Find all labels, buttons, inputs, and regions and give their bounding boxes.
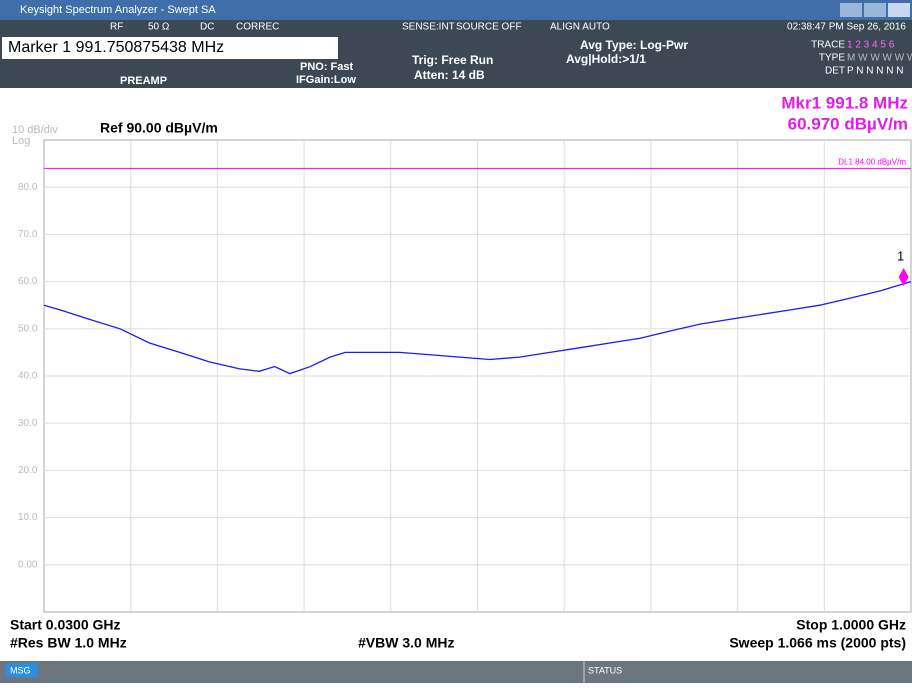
avg-hold: Avg|Hold:>1/1 <box>566 52 646 66</box>
msg-box <box>6 663 38 677</box>
atten: Atten: 14 dB <box>414 68 485 82</box>
avg-type: Avg Type: Log-Pwr <box>580 38 688 52</box>
msg: MSG <box>10 665 31 675</box>
ifgain: IFGain:Low <box>296 74 356 86</box>
trace-label: TRACE <box>811 40 845 51</box>
vbw: #VBW 3.0 MHz <box>358 635 454 651</box>
close[interactable] <box>888 3 910 17</box>
status-row <box>0 20 912 34</box>
pno: PNO: Fast <box>300 61 354 73</box>
status-item: 50 Ω <box>148 22 170 33</box>
y-tick-label: 0.00 <box>18 559 38 570</box>
type-values: M W W W W W <box>847 53 912 64</box>
marker-level: 60.970 dBµV/m <box>788 114 908 133</box>
status-item: RF <box>110 22 123 33</box>
preamp: PREAMP <box>120 75 167 87</box>
status-item: 02:38:47 PM Sep 26, 2016 <box>787 22 906 33</box>
minimize[interactable] <box>840 3 862 17</box>
scale-type: Log <box>12 135 30 147</box>
marker <box>898 268 909 287</box>
y-tick-label: 50.0 <box>18 323 38 334</box>
start-frequency: Start 0.0300 GHz <box>10 617 121 633</box>
res-bw: #Res BW 1.0 MHz <box>10 635 127 651</box>
status-item: SOURCE OFF <box>456 22 522 33</box>
title-bar <box>0 0 912 20</box>
status-item: CORREC <box>236 22 279 33</box>
marker-box <box>2 37 338 59</box>
det-label: DET <box>825 66 845 77</box>
status-item: DC <box>200 22 214 33</box>
status-item: ALIGN AUTO <box>550 22 610 33</box>
status: STATUS <box>588 665 622 675</box>
marker-entry: Marker 1 991.750875438 MHz <box>8 39 224 56</box>
y-tick-label: 60.0 <box>18 276 38 287</box>
stop-frequency: Stop 1.0000 GHz <box>796 617 906 633</box>
reference-level: Ref 90.00 dBµV/m <box>100 120 218 136</box>
maximize[interactable] <box>864 3 886 17</box>
sweep: Sweep 1.066 ms (2000 pts) <box>729 635 906 651</box>
y-tick-label: 80.0 <box>18 182 38 193</box>
trace-numbers: 1 2 3 4 5 6 <box>847 40 895 51</box>
window-title: Keysight Spectrum Analyzer - Swept SA <box>20 4 216 16</box>
marker-frequency: Mkr1 991.8 MHz <box>781 93 908 112</box>
type-label: TYPE <box>819 53 845 64</box>
trig: Trig: Free Run <box>412 53 493 67</box>
y-tick-label: 20.0 <box>18 465 38 476</box>
trace <box>43 280 912 375</box>
status-item: SENSE:INT <box>402 22 455 33</box>
marker-label: 1 <box>897 248 904 263</box>
y-tick-label: 10.0 <box>18 512 38 523</box>
message-bar <box>0 661 912 683</box>
det-values: P N N N N N <box>847 66 904 77</box>
y-tick-label: 40.0 <box>18 371 38 382</box>
y-tick-label: 70.0 <box>18 229 38 240</box>
display-line-label: DL1 84.00 dBµV/m <box>838 157 906 166</box>
y-tick-label: 30.0 <box>18 418 38 429</box>
scale: 10 dB/div <box>12 124 58 136</box>
